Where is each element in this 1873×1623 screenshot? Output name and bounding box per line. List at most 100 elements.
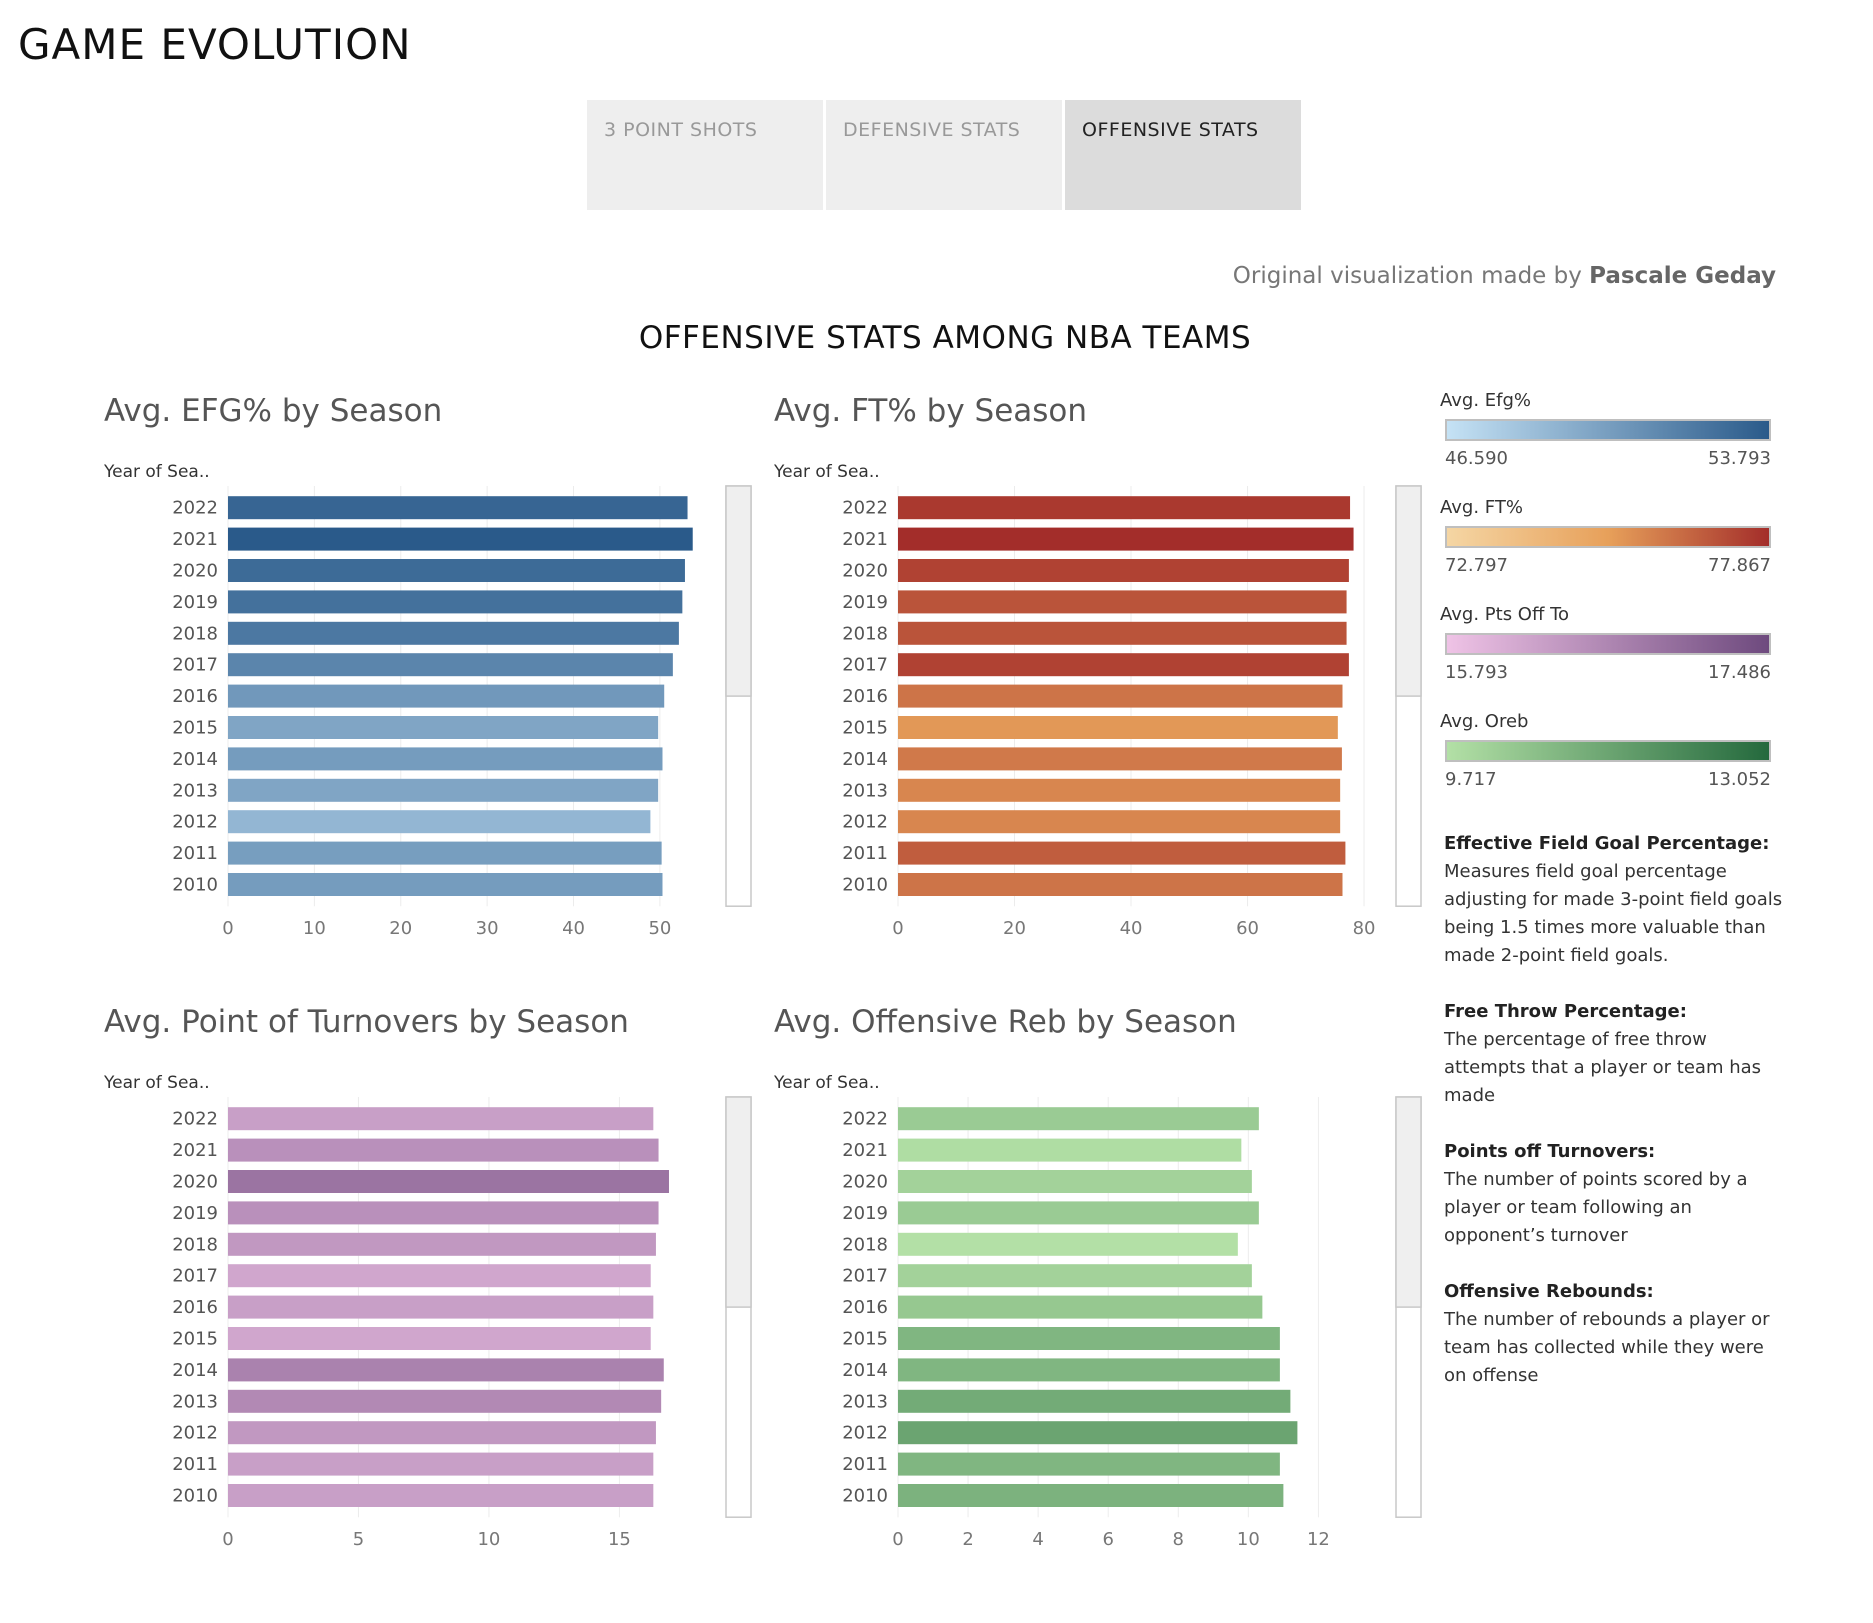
x-tick-label: 6 bbox=[1102, 1529, 1113, 1550]
legend-gradient bbox=[1445, 526, 1771, 548]
color-legends: Avg. Efg% 46.590 53.793 Avg. FT% 72.797 … bbox=[1440, 390, 1780, 818]
bar bbox=[228, 841, 662, 865]
tab-3-point-shots[interactable]: 3 POINT SHOTS bbox=[587, 100, 823, 210]
bar bbox=[898, 621, 1347, 645]
category-label: 2021 bbox=[172, 529, 218, 550]
category-header: Year of Sea.. bbox=[104, 462, 210, 482]
legend-title: Avg. Oreb bbox=[1440, 711, 1529, 732]
bar bbox=[228, 1264, 651, 1288]
chart-title: Avg. EFG% by Season bbox=[104, 393, 443, 429]
x-tick-label: 30 bbox=[476, 918, 499, 939]
bar bbox=[898, 873, 1343, 896]
category-label: 2019 bbox=[172, 1203, 218, 1224]
bar bbox=[898, 1232, 1238, 1256]
chart-title: Avg. FT% by Season bbox=[774, 393, 1088, 429]
category-label: 2019 bbox=[172, 592, 218, 613]
definition-text: Measures field goal percentage adjusting… bbox=[1444, 861, 1783, 966]
category-header: Year of Sea.. bbox=[774, 1073, 880, 1093]
category-label: 2019 bbox=[842, 592, 888, 613]
bar bbox=[228, 1327, 651, 1350]
x-tick-label: 0 bbox=[892, 1529, 903, 1550]
category-label: 2016 bbox=[842, 686, 888, 707]
category-label: 2022 bbox=[172, 1109, 218, 1130]
definition-text: The number of points scored by a player … bbox=[1444, 1169, 1748, 1246]
bar bbox=[898, 1170, 1252, 1193]
x-tick-label: 0 bbox=[222, 1529, 233, 1550]
bar bbox=[898, 747, 1342, 771]
tab-defensive-stats[interactable]: DEFENSIVE STATS bbox=[826, 100, 1062, 210]
x-tick-label: 10 bbox=[477, 1529, 500, 1550]
bar bbox=[228, 778, 659, 802]
bar bbox=[228, 1295, 654, 1319]
category-label: 2022 bbox=[842, 1109, 888, 1130]
category-label: 2020 bbox=[842, 561, 888, 582]
tab-bar: 3 POINT SHOTS DEFENSIVE STATS OFFENSIVE … bbox=[587, 100, 1301, 210]
bar bbox=[228, 1170, 669, 1193]
page-title: GAME EVOLUTION bbox=[18, 20, 412, 69]
legend-max: 13.052 bbox=[1708, 769, 1771, 790]
scrollbar-thumb bbox=[725, 485, 752, 697]
definition-title: Points off Turnovers: bbox=[1444, 1141, 1656, 1162]
category-label: 2020 bbox=[842, 1172, 888, 1193]
bar bbox=[898, 778, 1341, 802]
category-label: 2017 bbox=[842, 1266, 888, 1287]
legend-title: Avg. Pts Off To bbox=[1440, 604, 1570, 625]
bar bbox=[228, 621, 679, 645]
chart-title: Avg. Offensive Reb by Season bbox=[774, 1004, 1237, 1040]
x-tick-label: 8 bbox=[1173, 1529, 1184, 1550]
category-label: 2011 bbox=[172, 1454, 218, 1475]
chart-ft: Year of Sea.. 2022 2021 2020 2019 2018 2017 201… bbox=[774, 462, 1422, 939]
category-label: 2017 bbox=[172, 655, 218, 676]
credit-prefix: Original visualization made by bbox=[1232, 263, 1590, 289]
category-label: 2014 bbox=[842, 1360, 888, 1381]
legend-min: 15.793 bbox=[1445, 662, 1508, 683]
x-tick-label: 10 bbox=[303, 918, 326, 939]
definition-title: Offensive Rebounds: bbox=[1444, 1281, 1654, 1302]
category-label: 2016 bbox=[842, 1297, 888, 1318]
legend-oreb: Avg. Oreb 9.717 13.052 bbox=[1440, 711, 1780, 818]
category-label: 2022 bbox=[842, 498, 888, 519]
bar bbox=[898, 496, 1351, 520]
definition-text: The percentage of free throw attempts th… bbox=[1444, 1029, 1762, 1106]
category-label: 2018 bbox=[842, 1234, 888, 1255]
legend-min: 9.717 bbox=[1445, 769, 1497, 790]
legend-max: 77.867 bbox=[1708, 555, 1771, 576]
bar bbox=[228, 496, 688, 520]
x-tick-label: 80 bbox=[1353, 918, 1376, 939]
chart-pts-off-to: Year of Sea.. 2022 2021 2020 2019 2018 2017 201… bbox=[104, 1073, 752, 1550]
bar bbox=[228, 590, 683, 614]
x-tick-label: 0 bbox=[892, 918, 903, 939]
legend-title: Avg. FT% bbox=[1440, 497, 1523, 518]
chart-efg: Year of Sea..202220212020201920182017201… bbox=[104, 462, 752, 939]
x-tick-label: 0 bbox=[222, 918, 233, 939]
bar bbox=[898, 1295, 1263, 1319]
category-label: 2019 bbox=[842, 1203, 888, 1224]
bar bbox=[228, 1389, 662, 1413]
bar bbox=[898, 810, 1341, 834]
category-label: 2022 bbox=[172, 498, 218, 519]
category-label: 2015 bbox=[842, 718, 888, 739]
bar bbox=[898, 1358, 1280, 1382]
category-label: 2018 bbox=[842, 623, 888, 644]
category-label: 2010 bbox=[172, 1486, 218, 1507]
definition-pts-off-to: Points off Turnovers: The number of poin… bbox=[1444, 1138, 1789, 1250]
bar bbox=[898, 1452, 1280, 1476]
bar bbox=[228, 684, 665, 708]
category-header: Year of Sea.. bbox=[774, 462, 880, 482]
x-tick-label: 5 bbox=[353, 1529, 364, 1550]
bar bbox=[228, 1232, 656, 1256]
definition-text: The number of rebounds a player or team … bbox=[1444, 1309, 1770, 1386]
tab-offensive-stats[interactable]: OFFENSIVE STATS bbox=[1065, 100, 1301, 210]
definition-oreb: Offensive Rebounds: The number of reboun… bbox=[1444, 1278, 1789, 1390]
legend-gradient bbox=[1445, 633, 1771, 655]
category-label: 2021 bbox=[842, 1140, 888, 1161]
definition-ft: Free Throw Percentage: The percentage of… bbox=[1444, 998, 1789, 1110]
legend-min: 46.590 bbox=[1445, 448, 1508, 469]
category-label: 2010 bbox=[842, 1486, 888, 1507]
definitions: Effective Field Goal Percentage: Measure… bbox=[1444, 830, 1789, 1418]
bar bbox=[228, 1138, 659, 1162]
category-label: 2015 bbox=[842, 1329, 888, 1350]
x-tick-label: 20 bbox=[1003, 918, 1026, 939]
x-tick-label: 40 bbox=[1120, 918, 1143, 939]
bar bbox=[898, 653, 1349, 677]
